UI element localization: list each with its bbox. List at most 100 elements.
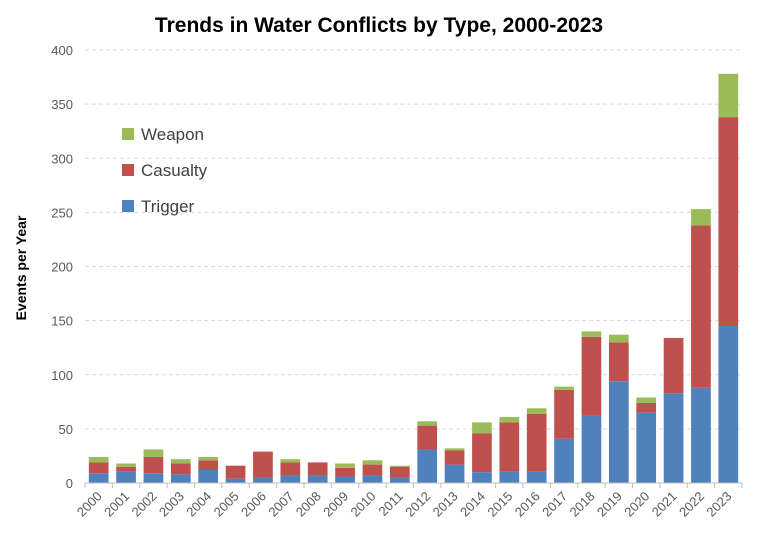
y-tick-label: 150: [51, 314, 73, 329]
y-tick-label: 400: [51, 43, 73, 58]
bar-casualty-2009: [335, 467, 355, 477]
bar-trigger-2002: [143, 473, 164, 483]
gridlines: [85, 49, 742, 430]
y-tick-label: 300: [51, 151, 73, 166]
bar-trigger-2023: [718, 326, 739, 483]
bar-trigger-2000: [88, 473, 109, 483]
bar-weapon-2013: [444, 448, 465, 451]
bar-casualty-2008: [307, 462, 328, 476]
bar-trigger-2016: [526, 471, 547, 483]
y-axis-title: Events per Year: [13, 215, 29, 320]
x-tick-label: 2006: [238, 489, 269, 520]
x-tick-label: 2007: [265, 489, 296, 520]
bar-weapon-2004: [198, 457, 219, 461]
x-tick-label: 2018: [567, 489, 598, 520]
bar-weapon-2011: [389, 465, 410, 467]
bar-casualty-2023: [718, 117, 739, 327]
bars: [88, 73, 739, 483]
x-tick-label: 2011: [376, 489, 406, 519]
x-tick-label: 2012: [402, 489, 433, 520]
bar-weapon-2017: [554, 386, 574, 390]
bar-casualty-2007: [280, 462, 301, 476]
bar-trigger-2020: [636, 412, 657, 483]
bar-trigger-2013: [444, 464, 465, 483]
bar-casualty-2014: [472, 433, 492, 473]
legend-label-weapon: Weapon: [141, 125, 204, 144]
chart-title: Trends in Water Conflicts by Type, 2000-…: [154, 14, 604, 37]
bar-weapon-2010: [362, 460, 383, 465]
bar-weapon-2016: [526, 408, 547, 414]
x-tick-label: 2009: [320, 489, 351, 520]
bar-casualty-2005: [225, 465, 246, 479]
bar-casualty-2002: [143, 457, 164, 474]
bar-casualty-2020: [636, 402, 657, 413]
bar-weapon-2003: [170, 459, 191, 464]
bar-weapon-2022: [691, 209, 711, 226]
x-tick-label: 2013: [430, 489, 461, 520]
bar-trigger-2008: [307, 475, 328, 483]
bar-casualty-2010: [362, 464, 383, 476]
legend-label-casualty: Casualty: [141, 161, 208, 180]
bar-trigger-2019: [608, 381, 629, 483]
x-tick-label: 2001: [101, 489, 132, 520]
bar-casualty-2016: [526, 413, 547, 472]
bar-casualty-2000: [88, 462, 109, 474]
x-tick-label: 2015: [484, 489, 515, 520]
bar-weapon-2002: [143, 449, 164, 458]
x-tick-label: 2014: [457, 489, 488, 520]
bar-casualty-2011: [389, 466, 410, 478]
x-tick-label: 2016: [512, 489, 543, 520]
x-tick-label: 2008: [293, 489, 324, 520]
y-tick-label: 250: [51, 205, 73, 220]
bar-casualty-2017: [554, 389, 574, 439]
x-tick-label: 2017: [539, 489, 570, 520]
x-tick-label: 2000: [74, 489, 105, 520]
bar-casualty-2003: [170, 463, 191, 475]
bar-trigger-2009: [335, 476, 355, 483]
bar-trigger-2012: [417, 449, 438, 483]
x-tick-label: 2020: [621, 489, 652, 520]
bar-trigger-2015: [499, 471, 520, 483]
bar-casualty-2012: [417, 425, 438, 450]
bar-weapon-2023: [718, 73, 739, 118]
bar-casualty-2001: [116, 466, 136, 472]
legend-swatch-trigger: [122, 200, 134, 212]
bar-trigger-2017: [554, 438, 574, 483]
bar-trigger-2021: [663, 393, 684, 483]
y-tick-label: 200: [51, 260, 73, 275]
bar-trigger-2014: [472, 472, 492, 483]
x-tick-label: 2005: [211, 489, 242, 520]
bar-trigger-2001: [116, 471, 136, 483]
bar-casualty-2013: [444, 450, 465, 465]
bar-weapon-2014: [472, 422, 492, 434]
x-tick-label: 2019: [594, 489, 625, 520]
x-tick-label: 2010: [348, 489, 379, 520]
legend: Weapon Casualty Trigger: [122, 125, 208, 216]
bar-trigger-2006: [253, 477, 273, 483]
bar-trigger-2010: [362, 475, 383, 483]
legend-swatch-weapon: [122, 128, 134, 140]
x-tick-label: 2022: [676, 489, 707, 520]
bar-casualty-2021: [663, 337, 684, 394]
bar-weapon-2020: [636, 397, 657, 403]
y-tick-label: 0: [66, 476, 73, 491]
x-tick-label: 2003: [156, 489, 187, 520]
bar-trigger-2022: [691, 387, 711, 483]
bar-casualty-2019: [608, 342, 629, 382]
bar-weapon-2015: [499, 416, 520, 423]
x-tick-label: 2004: [183, 489, 214, 520]
bar-trigger-2004: [198, 470, 219, 483]
bar-weapon-2009: [335, 463, 355, 468]
x-tick-label: 2021: [649, 489, 680, 520]
bar-weapon-2019: [608, 334, 629, 343]
y-tick-label: 350: [51, 97, 73, 112]
bar-trigger-2018: [581, 415, 602, 483]
bar-trigger-2007: [280, 475, 301, 483]
bar-casualty-2022: [691, 225, 711, 388]
bar-weapon-2001: [116, 463, 136, 467]
bar-weapon-2000: [88, 457, 109, 463]
x-tick-label: 2023: [703, 489, 734, 520]
y-tick-label: 50: [59, 422, 73, 437]
bar-casualty-2018: [581, 336, 602, 416]
legend-swatch-casualty: [122, 164, 134, 176]
